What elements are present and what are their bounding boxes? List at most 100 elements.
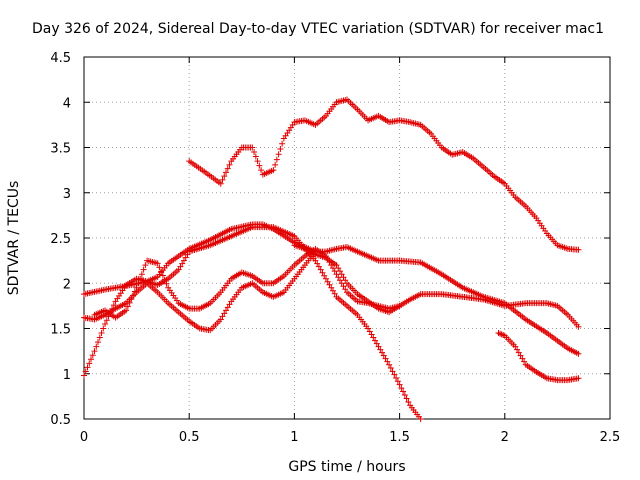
data-point xyxy=(512,343,519,350)
y-tick-label: 1.5 xyxy=(50,323,71,338)
data-point xyxy=(575,323,582,330)
data-point xyxy=(342,286,349,293)
data-point xyxy=(217,180,224,187)
data-point xyxy=(251,149,258,156)
series-track-3 xyxy=(81,224,424,422)
data-point xyxy=(123,307,130,314)
data-point xyxy=(133,284,140,291)
data-point xyxy=(252,153,259,160)
data-point xyxy=(224,304,231,311)
data-point xyxy=(333,262,340,269)
data-point xyxy=(400,388,407,395)
data-point xyxy=(177,263,184,270)
data-point xyxy=(95,339,102,346)
data-point xyxy=(135,280,142,287)
data-point xyxy=(256,162,263,169)
data-point xyxy=(131,288,138,295)
data-point xyxy=(124,303,131,310)
data-point xyxy=(396,381,403,388)
y-tick-label: 0.5 xyxy=(50,413,71,428)
data-point xyxy=(223,169,230,176)
data-point xyxy=(226,161,233,168)
data-point xyxy=(102,320,109,327)
data-point xyxy=(100,325,107,332)
data-point xyxy=(384,358,391,365)
data-point xyxy=(81,372,87,379)
data-point xyxy=(401,392,408,399)
x-tick-label: 1.5 xyxy=(389,430,410,445)
data-points xyxy=(81,96,582,422)
x-tick-label: 2.5 xyxy=(600,430,621,445)
y-tick-label: 4.5 xyxy=(50,51,71,66)
x-tick-label: 0.5 xyxy=(179,430,200,445)
y-tick-label: 3 xyxy=(63,187,71,202)
data-point xyxy=(86,360,93,367)
data-point xyxy=(277,146,284,153)
data-point xyxy=(182,254,189,261)
data-point xyxy=(319,269,326,276)
data-point xyxy=(403,395,410,402)
data-point xyxy=(184,251,191,258)
series-track-7 xyxy=(495,330,582,384)
x-tick-label: 2 xyxy=(501,430,509,445)
series-track-1 xyxy=(186,96,582,253)
data-point xyxy=(315,263,322,270)
y-tick-label: 2 xyxy=(63,277,71,292)
data-point xyxy=(329,287,336,294)
data-point xyxy=(128,296,135,303)
data-point xyxy=(279,140,286,147)
data-point xyxy=(130,292,137,299)
data-point xyxy=(336,277,343,284)
data-point xyxy=(226,301,233,308)
data-point xyxy=(163,280,170,287)
data-point xyxy=(521,358,528,365)
data-point xyxy=(514,346,521,353)
x-tick-label: 1 xyxy=(290,430,298,445)
data-point xyxy=(382,355,389,362)
data-point xyxy=(338,271,345,278)
series-track-6 xyxy=(291,242,582,330)
data-point xyxy=(137,275,144,282)
data-point xyxy=(217,316,224,323)
data-point xyxy=(219,176,226,183)
x-axis-title: GPS time / hours xyxy=(288,459,405,475)
data-point xyxy=(156,264,163,271)
data-point xyxy=(387,365,394,372)
data-point xyxy=(272,161,279,168)
data-point xyxy=(372,337,379,344)
data-point xyxy=(340,283,347,290)
data-point xyxy=(386,361,393,368)
data-point xyxy=(375,343,382,350)
data-point xyxy=(517,352,524,359)
data-point xyxy=(84,364,91,371)
data-point xyxy=(322,275,329,282)
data-point xyxy=(335,265,342,272)
y-tick-label: 1 xyxy=(63,368,71,383)
data-point xyxy=(331,290,338,297)
data-point xyxy=(258,167,265,174)
data-point xyxy=(314,260,321,267)
data-point xyxy=(519,355,526,362)
data-point xyxy=(221,310,228,317)
data-point xyxy=(417,416,424,422)
data-point xyxy=(161,276,168,283)
series-track-4 xyxy=(81,248,319,334)
data-point xyxy=(498,331,505,338)
data-point xyxy=(328,284,335,291)
data-point xyxy=(331,268,338,275)
data-point xyxy=(223,307,230,314)
data-point xyxy=(158,268,165,275)
data-point xyxy=(88,356,95,363)
plot-frame xyxy=(83,56,611,420)
data-point xyxy=(380,352,387,359)
data-point xyxy=(317,266,324,273)
data-point xyxy=(377,346,384,353)
data-point xyxy=(333,271,340,278)
data-point xyxy=(394,378,401,385)
data-point xyxy=(338,280,345,287)
data-point xyxy=(335,274,342,281)
data-point xyxy=(370,334,377,341)
data-point xyxy=(179,260,186,267)
y-tick-label: 2.5 xyxy=(50,232,71,247)
